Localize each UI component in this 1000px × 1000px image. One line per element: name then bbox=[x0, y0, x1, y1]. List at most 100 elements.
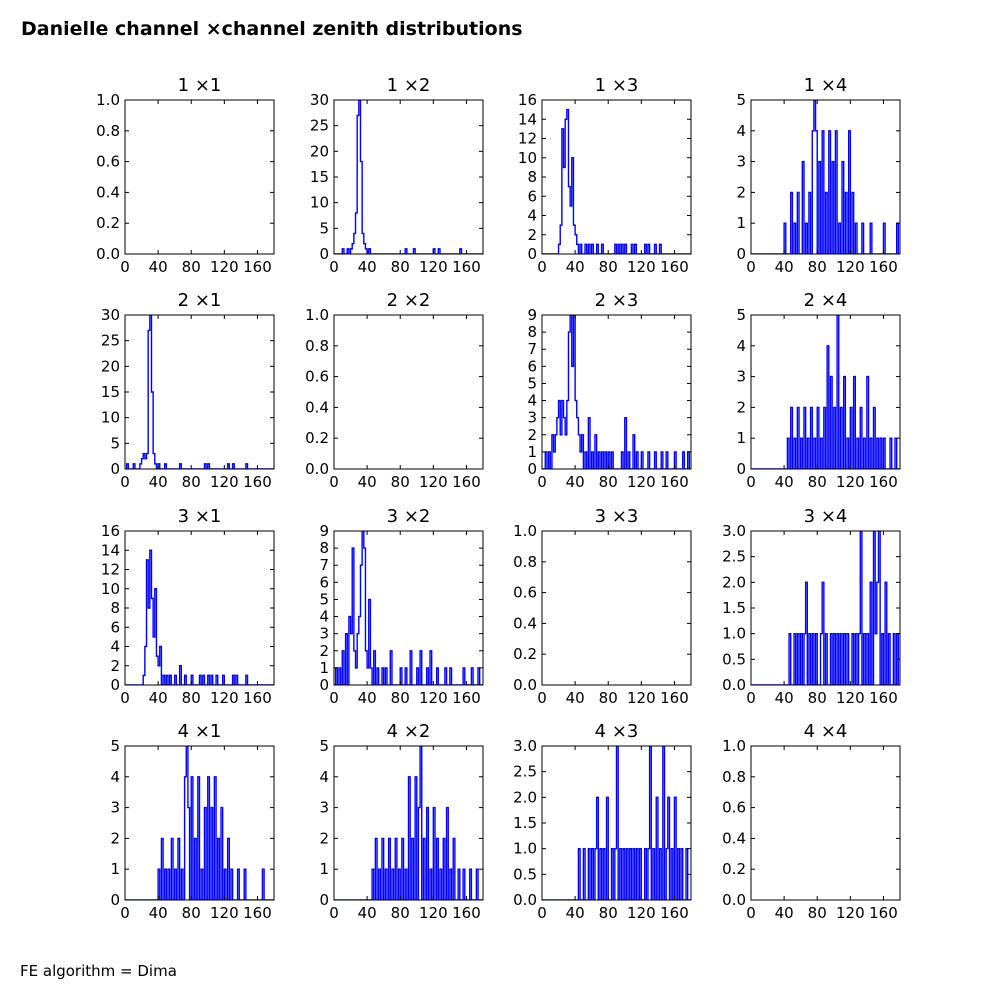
x-tick-label: 160 bbox=[452, 258, 481, 276]
y-tick-label: 0.6 bbox=[96, 153, 120, 171]
x-tick-label: 160 bbox=[660, 473, 689, 491]
y-tick-label: 0.5 bbox=[722, 650, 746, 668]
y-tick-label: 4 bbox=[319, 608, 329, 626]
x-tick-label: 120 bbox=[210, 473, 239, 491]
y-tick-label: 0.0 bbox=[96, 245, 120, 263]
y-tick-label: 3 bbox=[319, 799, 329, 817]
axes-frame bbox=[124, 745, 275, 901]
histogram-series bbox=[334, 531, 483, 685]
x-tick-label: 40 bbox=[358, 473, 377, 491]
y-tick-label: 7 bbox=[319, 556, 329, 574]
y-tick-label: 6 bbox=[110, 618, 120, 636]
x-tick-label: 160 bbox=[243, 473, 272, 491]
subplot-title: 4 ×1 bbox=[178, 721, 222, 742]
x-tick-label: 0 bbox=[746, 904, 756, 922]
y-tick-label: 5 bbox=[319, 737, 329, 755]
x-tick-label: 80 bbox=[599, 904, 618, 922]
subplot-title: 2 ×3 bbox=[595, 290, 639, 311]
x-tick-label: 80 bbox=[391, 904, 410, 922]
x-tick-label: 40 bbox=[358, 258, 377, 276]
histogram-series bbox=[334, 100, 483, 254]
y-tick-label: 30 bbox=[310, 91, 329, 109]
y-tick-label: 10 bbox=[310, 194, 329, 212]
axes-frame bbox=[750, 314, 901, 470]
y-tick-label: 0.4 bbox=[305, 398, 329, 416]
axes-frame bbox=[333, 745, 484, 901]
y-tick-label: 8 bbox=[319, 539, 329, 557]
subplot: 3 ×4 0 40 80 120 160 0.0 0.5 1.0 1.5 2.0 2.5 3.0 bbox=[722, 506, 901, 707]
y-tick-label: 6 bbox=[527, 187, 537, 205]
x-tick-label: 40 bbox=[149, 473, 168, 491]
x-tick-label: 160 bbox=[243, 689, 272, 707]
x-tick-label: 160 bbox=[452, 689, 481, 707]
subplot-title: 2 ×2 bbox=[387, 290, 431, 311]
y-tick-label: 2.0 bbox=[513, 788, 537, 806]
y-tick-label: 0.4 bbox=[722, 829, 746, 847]
x-tick-label: 160 bbox=[869, 904, 898, 922]
subplot: 4 ×2 0 40 80 120 160 0 1 2 3 4 5 bbox=[319, 721, 484, 922]
y-tick-label: 30 bbox=[101, 306, 120, 324]
x-tick-label: 0 bbox=[120, 904, 130, 922]
y-tick-label: 0 bbox=[110, 891, 120, 909]
x-tick-label: 160 bbox=[869, 689, 898, 707]
x-tick-label: 80 bbox=[599, 258, 618, 276]
y-tick-label: 1 bbox=[736, 429, 746, 447]
x-tick-label: 120 bbox=[627, 258, 656, 276]
y-tick-label: 1 bbox=[110, 860, 120, 878]
x-tick-label: 120 bbox=[836, 258, 865, 276]
y-tick-label: 0.0 bbox=[722, 891, 746, 909]
y-tick-label: 0.8 bbox=[513, 553, 537, 571]
y-tick-label: 4 bbox=[110, 638, 120, 656]
x-tick-label: 0 bbox=[537, 689, 547, 707]
x-tick-label: 80 bbox=[391, 473, 410, 491]
y-tick-label: 1.0 bbox=[722, 737, 746, 755]
x-tick-label: 80 bbox=[808, 689, 827, 707]
histogram-series bbox=[542, 746, 691, 900]
x-tick-label: 80 bbox=[182, 473, 201, 491]
y-tick-label: 0.4 bbox=[96, 183, 120, 201]
y-tick-label: 4 bbox=[736, 122, 746, 140]
y-tick-label: 2.5 bbox=[722, 548, 746, 566]
subplot-title: 4 ×3 bbox=[595, 721, 639, 742]
subplot: 1 ×2 0 40 80 120 160 0 5 10 15 20 25 30 bbox=[310, 75, 484, 276]
axes-frame bbox=[124, 99, 275, 255]
y-tick-label: 0.8 bbox=[722, 768, 746, 786]
y-tick-label: 5 bbox=[736, 306, 746, 324]
subplot-title: 1 ×4 bbox=[804, 75, 848, 96]
y-tick-label: 1.0 bbox=[513, 522, 537, 540]
y-tick-label: 5 bbox=[736, 91, 746, 109]
y-tick-label: 2 bbox=[110, 829, 120, 847]
subplot: 2 ×2 0 40 80 120 160 0.0 0.2 0.4 0.6 0.8 1.0 bbox=[305, 290, 484, 491]
subplot-title: 1 ×3 bbox=[595, 75, 639, 96]
y-tick-label: 3.0 bbox=[513, 737, 537, 755]
y-tick-label: 0.8 bbox=[305, 337, 329, 355]
y-tick-label: 1.5 bbox=[513, 814, 537, 832]
x-tick-label: 160 bbox=[869, 473, 898, 491]
y-tick-label: 0 bbox=[736, 245, 746, 263]
subplot-title: 3 ×4 bbox=[804, 506, 848, 527]
y-tick-label: 0.5 bbox=[513, 865, 537, 883]
y-tick-label: 2.5 bbox=[513, 763, 537, 781]
x-tick-label: 0 bbox=[537, 473, 547, 491]
axes-frame bbox=[541, 530, 692, 686]
y-tick-label: 2 bbox=[736, 398, 746, 416]
y-tick-label: 0 bbox=[527, 460, 537, 478]
subplot-title: 1 ×1 bbox=[178, 75, 222, 96]
y-tick-label: 0.6 bbox=[305, 368, 329, 386]
y-tick-label: 2.0 bbox=[722, 573, 746, 591]
y-tick-label: 0.0 bbox=[513, 676, 537, 694]
y-tick-label: 1.5 bbox=[722, 599, 746, 617]
x-tick-label: 80 bbox=[182, 904, 201, 922]
y-tick-label: 5 bbox=[527, 374, 537, 392]
y-tick-label: 0.2 bbox=[513, 645, 537, 663]
y-tick-label: 0.4 bbox=[513, 614, 537, 632]
axes-frame bbox=[333, 314, 484, 470]
subplot: 3 ×3 0 40 80 120 160 0.0 0.2 0.4 0.6 0.8 1.0 bbox=[513, 506, 692, 707]
x-tick-label: 120 bbox=[836, 904, 865, 922]
x-tick-label: 0 bbox=[329, 689, 339, 707]
y-tick-label: 0.6 bbox=[722, 799, 746, 817]
footer-note: FE algorithm = Dima bbox=[20, 962, 177, 980]
